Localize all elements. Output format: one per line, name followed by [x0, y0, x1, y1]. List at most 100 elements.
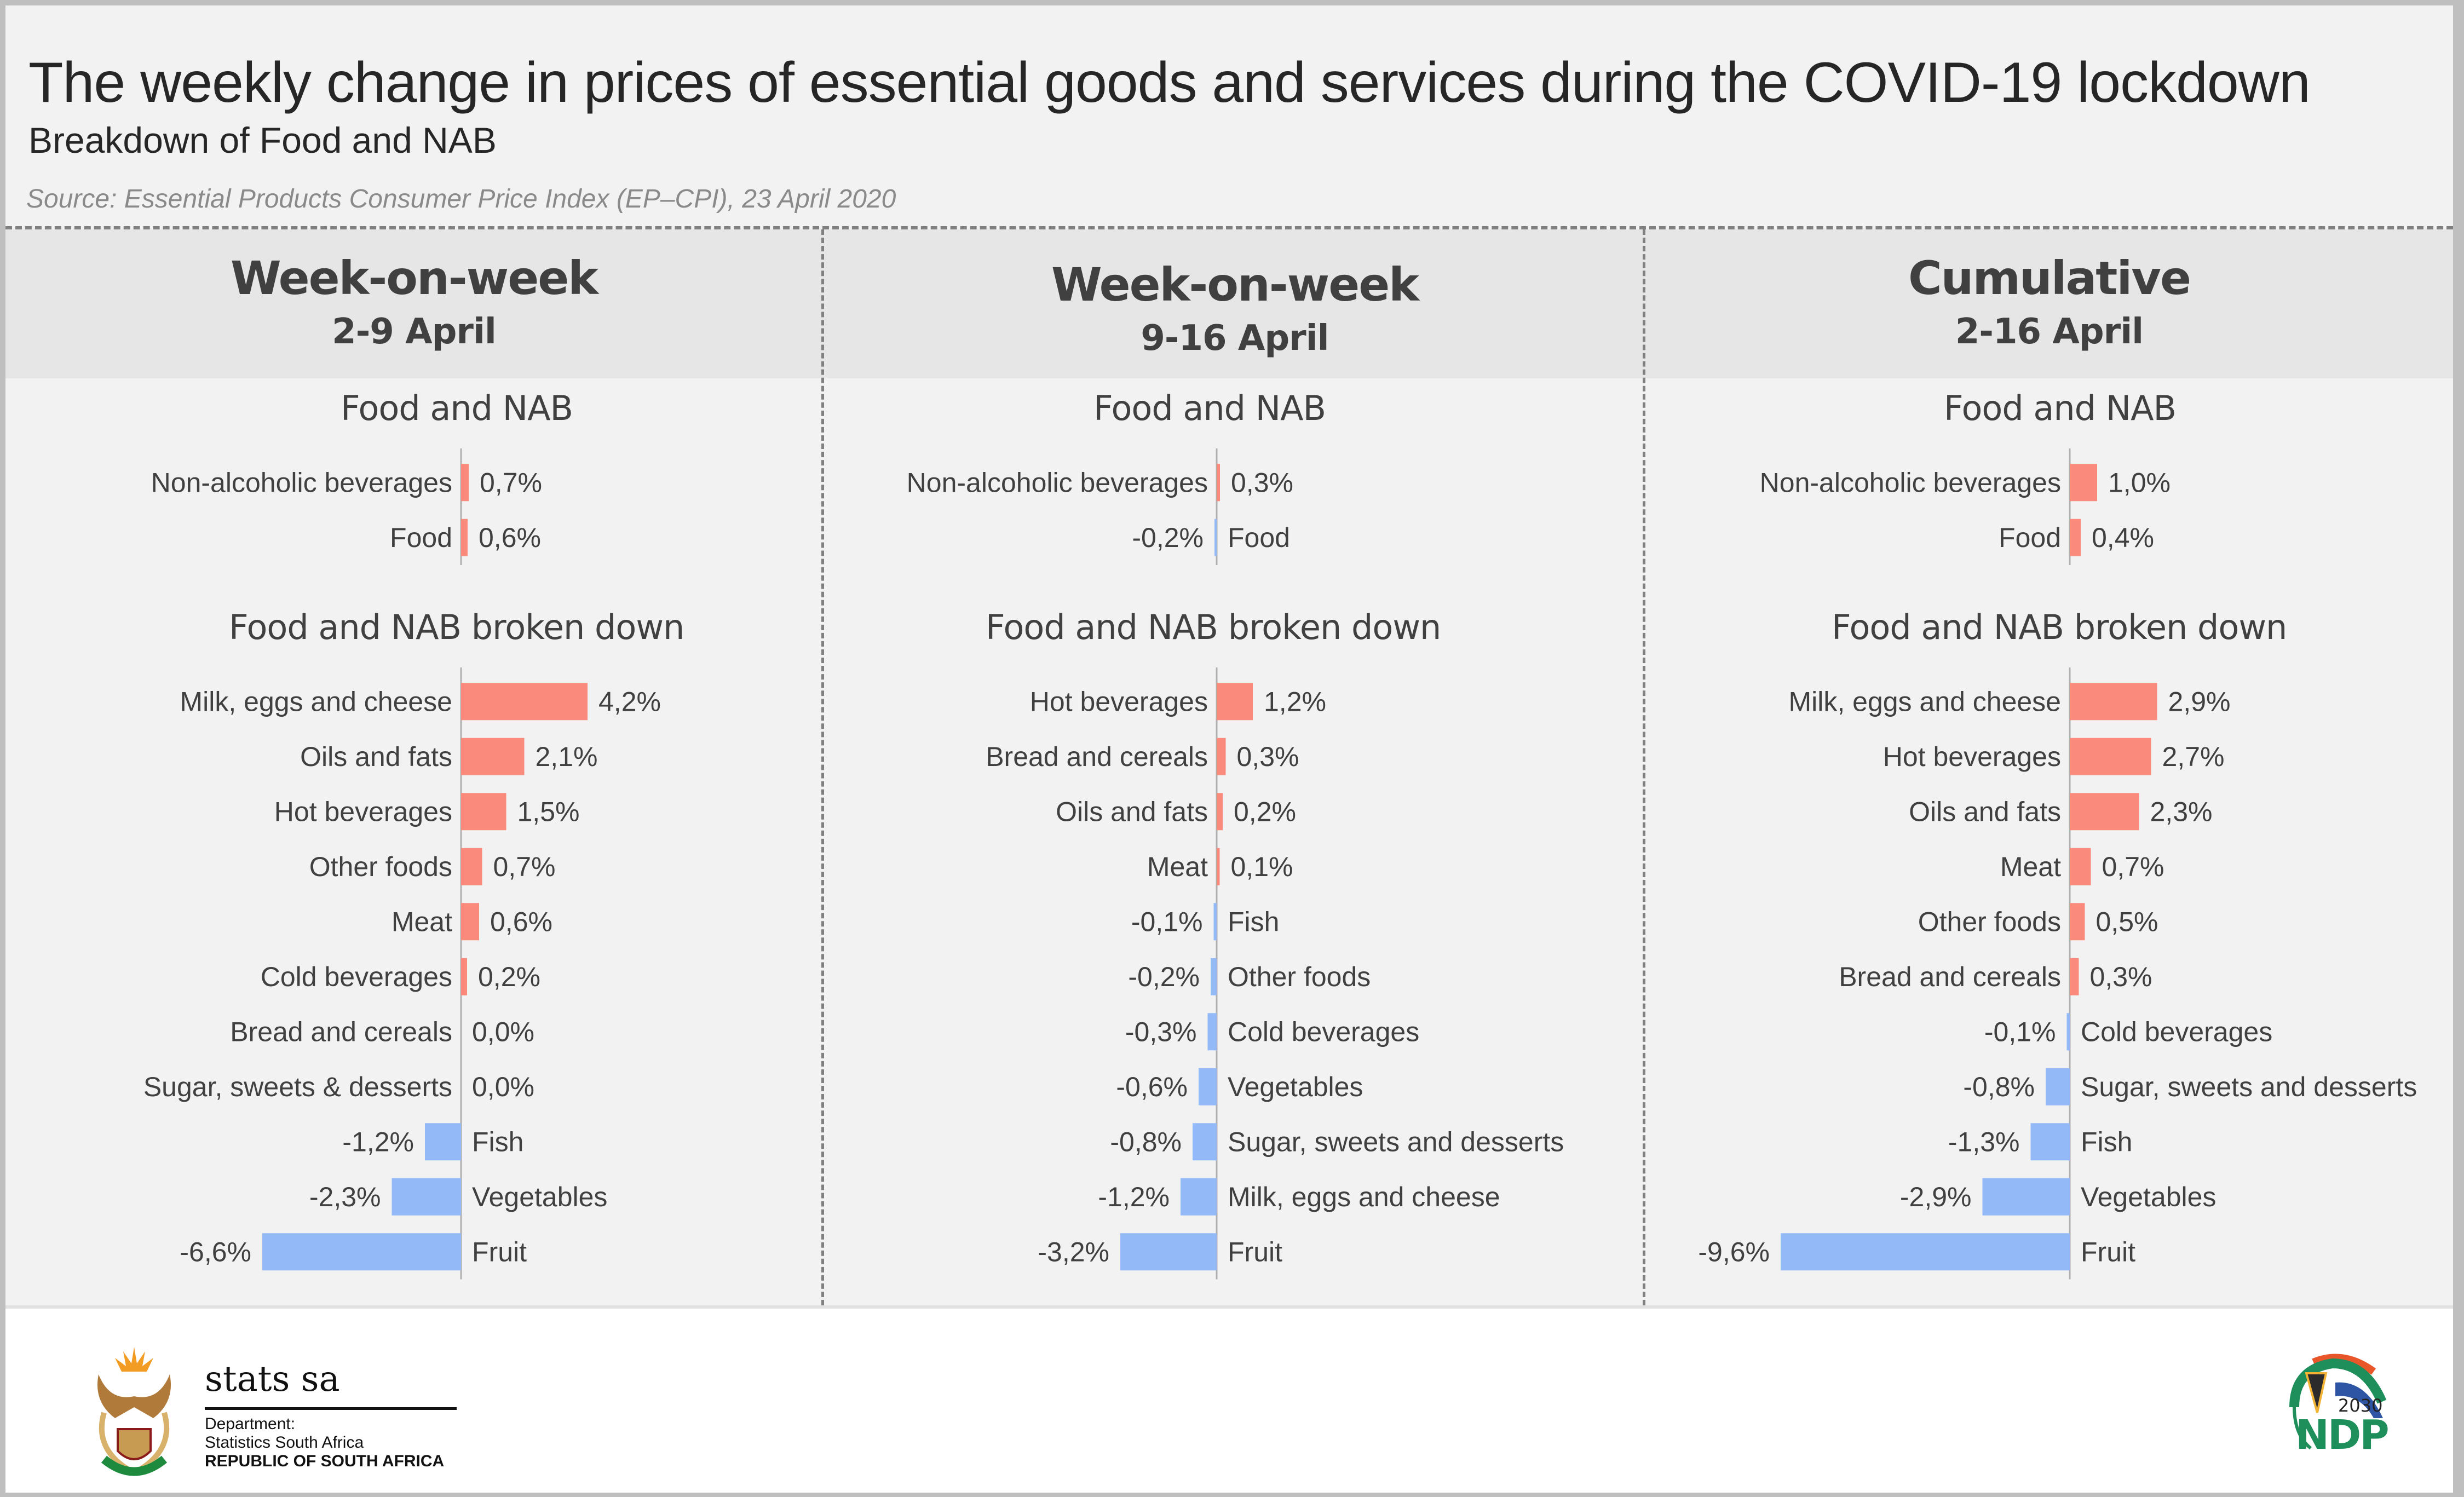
ndp-emblem-icon [2289, 1354, 2387, 1450]
bar [1207, 1013, 1217, 1051]
category-label: Bread and cereals [1839, 961, 2061, 992]
category-label: Food [1999, 522, 2061, 553]
statssa-wordmark: stats sa [205, 1359, 340, 1400]
bar [1781, 1233, 2070, 1271]
bar [2070, 738, 2151, 775]
value-label: -0,2% [1128, 961, 1200, 992]
bar [461, 903, 479, 941]
panel-header-band [5, 229, 2453, 378]
value-label: -3,2% [1038, 1236, 1109, 1267]
category-label: Fruit [472, 1236, 527, 1267]
panel-week-2-9-april: Week-on-week 2-9 April Food and NAB Non-… [5, 229, 822, 1305]
bar [425, 1123, 461, 1161]
bar [1213, 903, 1217, 941]
category-label: Cold beverages [1228, 1016, 1419, 1047]
value-label: -1,2% [1098, 1182, 1170, 1212]
category-label: Cold beverages [261, 961, 452, 992]
category-label: Fruit [1228, 1236, 1282, 1267]
bar [2070, 519, 2081, 556]
category-label: Oils and fats [1056, 796, 1208, 827]
page-subtitle: Breakdown of Food and NAB [28, 120, 497, 160]
value-label: -0,6% [1116, 1072, 1188, 1102]
source-note: Source: Essential Products Consumer Pric… [26, 185, 896, 214]
dashed-divider-vertical [1643, 229, 1645, 1305]
value-label: -9,6% [1698, 1236, 1770, 1267]
value-label: 0,2% [478, 961, 540, 992]
page-title: The weekly change in prices of essential… [28, 51, 2311, 114]
category-label: Hot beverages [1030, 686, 1208, 717]
value-label: -0,1% [1131, 906, 1203, 937]
panel-heading: Week-on-week [230, 251, 598, 305]
bar [2046, 1068, 2070, 1106]
value-label: 1,5% [517, 796, 580, 827]
category-label: Sugar, sweets and desserts [2081, 1072, 2417, 1102]
category-label: Bread and cereals [986, 741, 1208, 772]
value-label: 0,1% [1231, 851, 1293, 882]
coat-of-arms-icon [97, 1347, 171, 1476]
bar [1217, 683, 1253, 721]
bar [2066, 1013, 2070, 1051]
value-label: 0,3% [1237, 741, 1299, 772]
category-label: Vegetables [2081, 1182, 2216, 1212]
bar [461, 958, 467, 995]
department-name: Statistics South Africa [205, 1433, 364, 1452]
bar [392, 1178, 461, 1216]
value-label: 0,4% [2092, 522, 2154, 553]
dashed-divider-horizontal [5, 226, 2453, 229]
value-label: 2,3% [2150, 796, 2213, 827]
bar [1217, 848, 1220, 885]
value-label: -0,1% [1984, 1016, 2056, 1047]
value-label: -2,3% [309, 1182, 381, 1212]
section-title-food-nab: Food and NAB [341, 388, 573, 428]
chart-breakdown-cumulative: Milk, eggs and cheese 2,9% Hot beverages 2,… [1698, 667, 2417, 1280]
value-label: -1,3% [1948, 1126, 2020, 1157]
panel-heading: Cumulative [1908, 251, 2191, 305]
category-label: Milk, eggs and cheese [1788, 686, 2061, 717]
bar [1214, 519, 1217, 556]
category-label: Vegetables [472, 1182, 607, 1212]
bar [2070, 464, 2097, 502]
ndp-name: NDP [2295, 1412, 2390, 1459]
bar [2070, 903, 2085, 941]
category-label: Sugar, sweets & desserts [143, 1072, 452, 1102]
value-label: 0,7% [493, 851, 556, 882]
value-label: -0,8% [1963, 1072, 2035, 1102]
footer: stats sa Department: Statistics South Af… [5, 1305, 2453, 1493]
category-label: Other foods [1918, 906, 2061, 937]
value-label: 1,2% [1264, 686, 1326, 717]
value-label: -0,8% [1110, 1126, 1182, 1157]
category-label: Meat [2000, 851, 2061, 882]
bar [2070, 793, 2139, 831]
bar [1982, 1178, 2070, 1216]
bar [461, 464, 469, 502]
category-label: Oils and fats [300, 741, 452, 772]
logo-rule [205, 1407, 457, 1410]
bar [1120, 1233, 1217, 1271]
category-label: Meat [392, 906, 452, 937]
value-label: 0,6% [479, 522, 541, 553]
bar [461, 848, 482, 885]
category-label: Non-alcoholic beverages [1760, 467, 2061, 498]
value-label: 0,0% [472, 1016, 534, 1047]
panel-period: 2-9 April [332, 312, 497, 352]
value-label: -2,9% [1900, 1182, 1972, 1212]
category-label: Other foods [309, 851, 452, 882]
panel-heading: Week-on-week [1051, 258, 1419, 312]
value-label: -6,6% [180, 1236, 251, 1267]
value-label: 1,0% [2108, 467, 2171, 498]
category-label: Non-alcoholic beverages [907, 467, 1208, 498]
ndp-2030-logo: 2030 NDP [2283, 1347, 2393, 1459]
panel-cumulative-2-16-april: Cumulative 2-16 April Food and NAB Non-a… [1645, 229, 2453, 1305]
value-label: 4,2% [598, 686, 661, 717]
bar [461, 738, 525, 775]
category-label: Fish [2081, 1126, 2132, 1157]
panel-period: 9-16 April [1141, 318, 1329, 359]
section-title-breakdown: Food and NAB broken down [1832, 607, 2287, 647]
value-label: 2,9% [2168, 686, 2231, 717]
panel-week-9-16-april: Week-on-week 9-16 April Food and NAB Non… [824, 229, 1645, 1305]
chart-breakdown-9-16: Hot beverages 1,2% Bread and cereals 0,3% Oi… [986, 667, 1564, 1280]
bar [461, 793, 506, 831]
category-label: Fish [472, 1126, 523, 1157]
value-label: -0,3% [1125, 1016, 1197, 1047]
section-title-food-nab: Food and NAB [1093, 388, 1326, 428]
